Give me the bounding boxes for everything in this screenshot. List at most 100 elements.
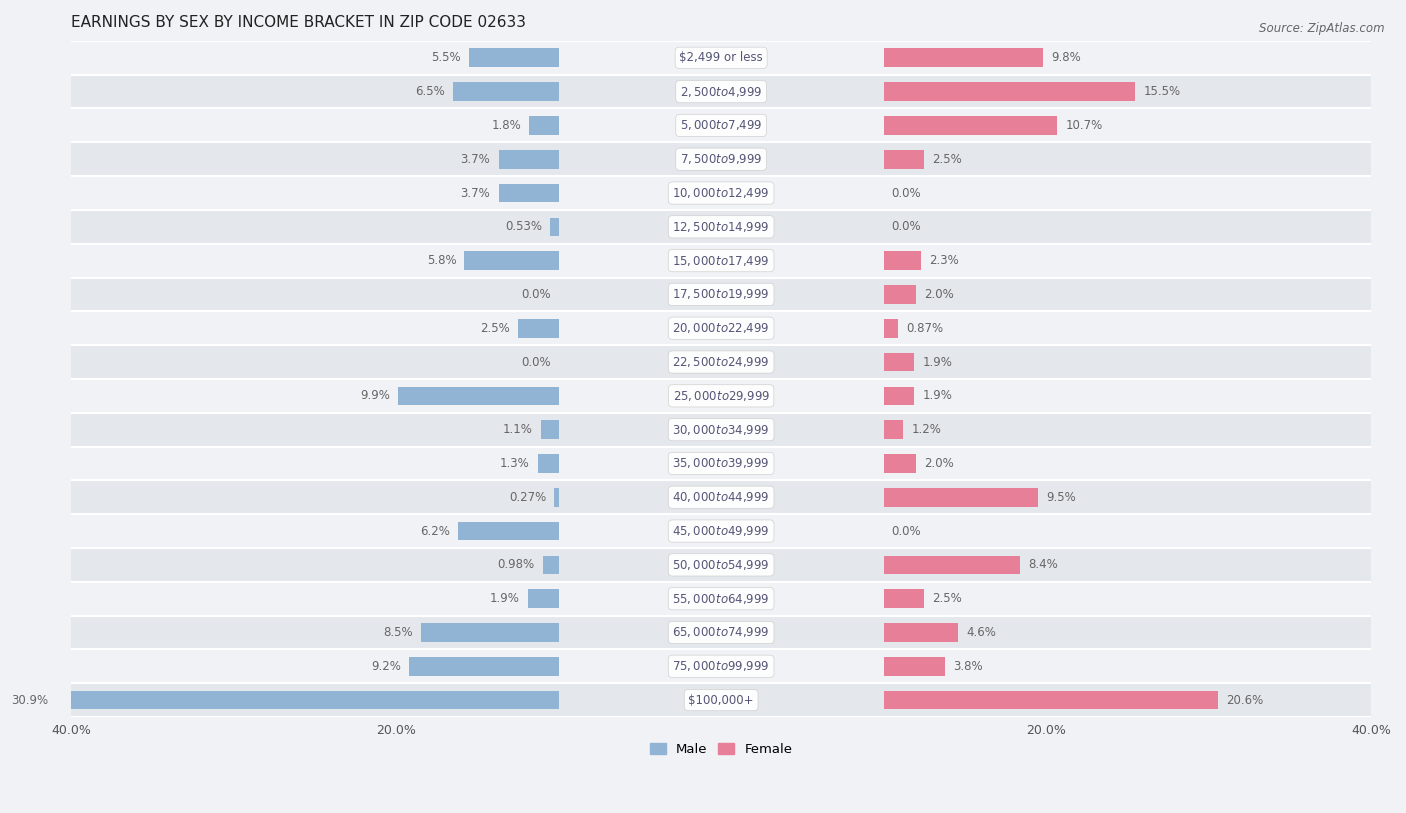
- Bar: [409, 657, 558, 676]
- Bar: [517, 319, 558, 337]
- Text: $45,000 to $49,999: $45,000 to $49,999: [672, 524, 770, 538]
- Text: 0.0%: 0.0%: [891, 220, 921, 233]
- Text: 2.3%: 2.3%: [929, 254, 959, 267]
- Bar: [883, 150, 924, 168]
- Bar: [554, 488, 558, 506]
- Text: $2,500 to $4,999: $2,500 to $4,999: [681, 85, 762, 98]
- Bar: [464, 251, 558, 270]
- Bar: [883, 691, 1219, 710]
- Text: 3.7%: 3.7%: [461, 186, 491, 199]
- Bar: [72, 41, 1371, 75]
- Bar: [72, 480, 1371, 514]
- Bar: [527, 589, 558, 608]
- Text: 2.0%: 2.0%: [924, 288, 955, 301]
- Bar: [883, 555, 1021, 574]
- Text: $5,000 to $7,499: $5,000 to $7,499: [681, 119, 762, 133]
- Text: 3.7%: 3.7%: [461, 153, 491, 166]
- Text: 8.4%: 8.4%: [1028, 559, 1057, 572]
- Bar: [72, 615, 1371, 650]
- Bar: [72, 446, 1371, 480]
- Text: $100,000+: $100,000+: [689, 693, 754, 706]
- Text: $40,000 to $44,999: $40,000 to $44,999: [672, 490, 770, 504]
- Bar: [883, 624, 959, 641]
- Bar: [398, 386, 558, 405]
- Text: $22,500 to $24,999: $22,500 to $24,999: [672, 355, 770, 369]
- Text: 15.5%: 15.5%: [1143, 85, 1181, 98]
- Text: 1.9%: 1.9%: [489, 592, 520, 605]
- Legend: Male, Female: Male, Female: [644, 737, 797, 761]
- Text: $75,000 to $99,999: $75,000 to $99,999: [672, 659, 770, 673]
- Text: Source: ZipAtlas.com: Source: ZipAtlas.com: [1260, 22, 1385, 35]
- Text: 3.8%: 3.8%: [953, 660, 983, 673]
- Bar: [72, 650, 1371, 683]
- Text: EARNINGS BY SEX BY INCOME BRACKET IN ZIP CODE 02633: EARNINGS BY SEX BY INCOME BRACKET IN ZIP…: [72, 15, 526, 30]
- Text: 4.6%: 4.6%: [966, 626, 997, 639]
- Text: 6.2%: 6.2%: [420, 524, 450, 537]
- Text: $35,000 to $39,999: $35,000 to $39,999: [672, 456, 770, 471]
- Text: $55,000 to $64,999: $55,000 to $64,999: [672, 592, 770, 606]
- Bar: [72, 548, 1371, 582]
- Text: 0.0%: 0.0%: [891, 186, 921, 199]
- Text: $15,000 to $17,499: $15,000 to $17,499: [672, 254, 770, 267]
- Bar: [72, 75, 1371, 108]
- Bar: [883, 82, 1136, 101]
- Text: 0.0%: 0.0%: [520, 355, 551, 368]
- Text: $65,000 to $74,999: $65,000 to $74,999: [672, 625, 770, 640]
- Bar: [550, 218, 558, 236]
- Text: 2.5%: 2.5%: [481, 322, 510, 335]
- Text: 2.5%: 2.5%: [932, 153, 962, 166]
- Text: 0.53%: 0.53%: [505, 220, 541, 233]
- Bar: [72, 413, 1371, 446]
- Text: 0.0%: 0.0%: [891, 524, 921, 537]
- Text: 1.2%: 1.2%: [911, 423, 941, 436]
- Bar: [72, 210, 1371, 244]
- Text: 0.0%: 0.0%: [520, 288, 551, 301]
- Bar: [883, 49, 1043, 67]
- Bar: [883, 454, 917, 472]
- Text: 9.9%: 9.9%: [360, 389, 389, 402]
- Text: 0.87%: 0.87%: [905, 322, 943, 335]
- Text: 9.2%: 9.2%: [371, 660, 401, 673]
- Bar: [543, 555, 558, 574]
- Bar: [72, 176, 1371, 210]
- Text: 30.9%: 30.9%: [11, 693, 48, 706]
- Bar: [530, 116, 558, 135]
- Text: 1.8%: 1.8%: [492, 119, 522, 132]
- Bar: [72, 514, 1371, 548]
- Text: $2,499 or less: $2,499 or less: [679, 51, 763, 64]
- Text: 1.9%: 1.9%: [922, 389, 952, 402]
- Bar: [883, 251, 921, 270]
- Text: 1.9%: 1.9%: [922, 355, 952, 368]
- Bar: [470, 49, 558, 67]
- Bar: [883, 420, 903, 439]
- Text: $7,500 to $9,999: $7,500 to $9,999: [681, 152, 762, 166]
- Bar: [499, 150, 558, 168]
- Text: 0.98%: 0.98%: [498, 559, 534, 572]
- Bar: [883, 386, 914, 405]
- Bar: [453, 82, 558, 101]
- Bar: [72, 683, 1371, 717]
- Bar: [420, 624, 558, 641]
- Bar: [72, 582, 1371, 615]
- Bar: [72, 244, 1371, 277]
- Text: 9.8%: 9.8%: [1050, 51, 1081, 64]
- Bar: [72, 346, 1371, 379]
- Text: 20.6%: 20.6%: [1226, 693, 1264, 706]
- Text: 0.27%: 0.27%: [509, 491, 546, 504]
- Text: 2.5%: 2.5%: [932, 592, 962, 605]
- Text: 9.5%: 9.5%: [1046, 491, 1076, 504]
- Bar: [72, 142, 1371, 176]
- Bar: [883, 116, 1057, 135]
- Bar: [883, 589, 924, 608]
- Text: 1.1%: 1.1%: [503, 423, 533, 436]
- Bar: [72, 108, 1371, 142]
- Bar: [56, 691, 558, 710]
- Text: 2.0%: 2.0%: [924, 457, 955, 470]
- Text: 5.5%: 5.5%: [432, 51, 461, 64]
- Bar: [537, 454, 558, 472]
- Text: $50,000 to $54,999: $50,000 to $54,999: [672, 558, 770, 572]
- Text: $12,500 to $14,999: $12,500 to $14,999: [672, 220, 770, 234]
- Bar: [883, 488, 1038, 506]
- Text: $20,000 to $22,499: $20,000 to $22,499: [672, 321, 770, 335]
- Bar: [883, 353, 914, 372]
